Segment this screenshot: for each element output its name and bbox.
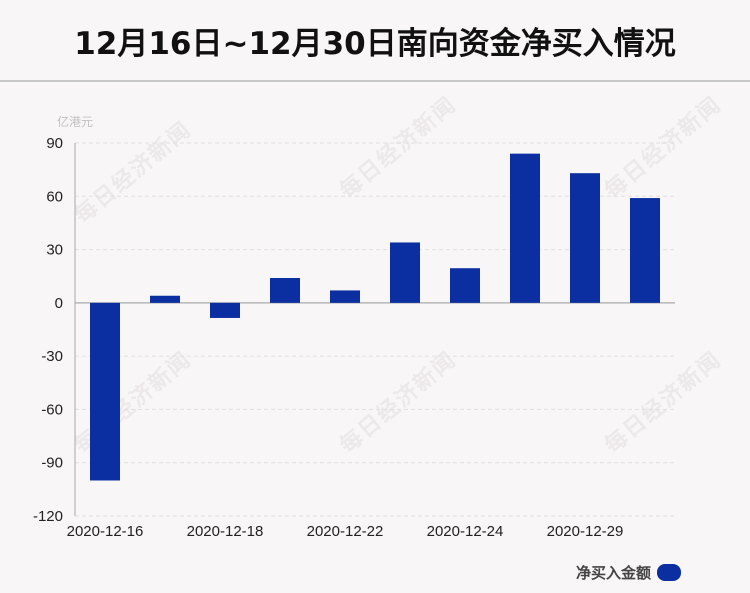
x-tick-label: 2020-12-24 — [427, 523, 504, 540]
y-tick-label: 30 — [46, 242, 63, 259]
bar — [630, 198, 660, 303]
bar — [510, 153, 540, 303]
bars — [90, 153, 660, 481]
legend: 净买入金额 — [576, 562, 682, 583]
bar — [390, 242, 420, 303]
y-tick-label: 0 — [55, 295, 63, 312]
bar — [330, 290, 360, 303]
y-tick-label: 60 — [46, 188, 63, 205]
legend-swatch — [657, 564, 682, 581]
y-tick-label: -90 — [41, 455, 63, 472]
y-unit-label: 亿港元 — [57, 114, 93, 129]
chart-title: 12月16日~12月30日南向资金净买入情况 — [74, 25, 676, 62]
bar — [210, 302, 240, 318]
tick-labels: 90 60 30 0 -30 -60 -90 -120 亿港元 2020-12-16 2020-12… — [33, 114, 623, 540]
x-tick-label: 2020-12-29 — [547, 523, 624, 540]
bar — [570, 173, 600, 303]
title-divider — [0, 80, 750, 82]
y-tick-label: -120 — [33, 508, 63, 525]
y-tick-label: 90 — [46, 135, 63, 152]
y-tick-label: -30 — [41, 348, 63, 365]
legend-label: 净买入金额 — [576, 564, 652, 582]
bar — [450, 268, 480, 303]
x-tick-label: 2020-12-22 — [307, 523, 384, 540]
y-tick-label: -60 — [41, 401, 63, 418]
x-tick-label: 2020-12-16 — [67, 523, 144, 540]
x-tick-label: 2020-12-18 — [187, 523, 264, 540]
bar — [150, 295, 180, 303]
bar — [90, 302, 120, 481]
bar — [270, 277, 300, 303]
